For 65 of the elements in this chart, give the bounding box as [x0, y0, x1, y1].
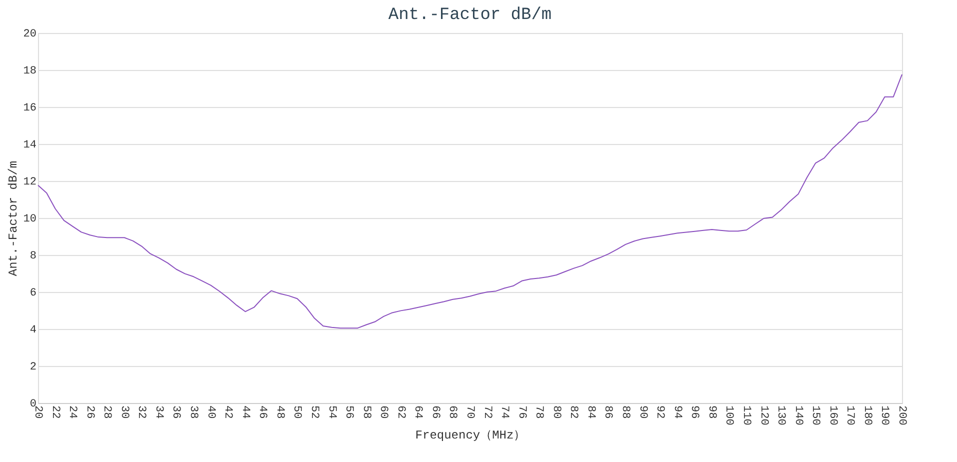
x-tick-label: 78 [532, 406, 545, 419]
x-tick-label: 140 [792, 406, 804, 426]
x-tick-label: 80 [550, 406, 562, 419]
x-tick-label: 92 [654, 406, 666, 419]
x-tick-label: 160 [826, 406, 838, 426]
x-tick-label: 180 [860, 406, 873, 426]
x-tick-label: 62 [394, 406, 406, 419]
y-tick-label: 2 [30, 362, 36, 374]
x-tick-label: 34 [152, 406, 164, 420]
x-tick-label: 94 [670, 406, 683, 420]
x-tick-label: 66 [428, 406, 441, 419]
x-axis-title: Frequency（MHz） [415, 428, 526, 442]
x-tick-label: 48 [273, 406, 286, 419]
x-tick-label: 40 [204, 406, 216, 419]
chart-title: Ant.-Factor dB/m [388, 6, 552, 25]
x-tick-label: 120 [757, 406, 770, 426]
y-tick-label: 10 [23, 214, 36, 226]
y-tick-label: 18 [23, 66, 36, 78]
x-tick-label: 70 [464, 406, 476, 419]
y-tick-label: 14 [23, 140, 37, 152]
x-tick-label: 84 [584, 406, 596, 420]
y-tick-label: 4 [30, 324, 37, 336]
x-tick-label: 50 [290, 406, 303, 419]
x-tick-label: 58 [360, 406, 372, 419]
x-tick-label: 60 [377, 406, 390, 419]
y-axis-title: Ant.-Factor dB/m [6, 160, 20, 276]
x-tick-label: 110 [740, 406, 752, 426]
y-tick-label: 16 [23, 102, 36, 114]
x-tick-label: 90 [636, 406, 648, 419]
x-tick-label: 200 [896, 406, 908, 426]
y-tick-label: 8 [30, 250, 36, 262]
x-tick-label: 98 [705, 406, 718, 419]
x-tick-label: 30 [118, 406, 130, 419]
x-tick-label: 130 [774, 406, 787, 426]
x-tick-label: 74 [498, 406, 510, 420]
y-tick-label: 0 [30, 398, 36, 410]
x-tick-label: 28 [100, 406, 113, 419]
x-tick-label: 32 [135, 406, 148, 419]
x-tick-label: 72 [480, 406, 493, 419]
x-tick-label: 52 [308, 406, 320, 419]
x-tick-label: 54 [325, 406, 338, 420]
line-series [38, 74, 902, 329]
x-tick-label: 190 [878, 406, 890, 426]
x-tick-label: 150 [809, 406, 822, 426]
x-tick-label: 76 [515, 406, 528, 419]
x-tick-label: 86 [602, 406, 614, 419]
x-tick-label: 88 [619, 406, 632, 419]
x-tick-label: 100 [722, 406, 735, 426]
y-tick-label: 20 [23, 28, 36, 40]
y-tick-label: 12 [23, 176, 36, 188]
x-tick-label: 22 [48, 406, 61, 419]
x-tick-label: 56 [342, 406, 355, 419]
x-tick-label: 38 [187, 406, 200, 419]
x-tick-label: 24 [66, 406, 78, 420]
x-tick-label: 68 [446, 406, 458, 419]
x-tick-label: 36 [170, 406, 182, 419]
x-tick-label: 64 [412, 406, 424, 420]
x-tick-label: 170 [844, 406, 856, 426]
x-tick-label: 44 [238, 406, 251, 420]
x-tick-label: 46 [256, 406, 268, 419]
y-tick-label: 6 [30, 288, 36, 300]
x-tick-label: 96 [688, 406, 700, 419]
x-tick-label: 42 [222, 406, 234, 419]
x-tick-label: 82 [567, 406, 580, 419]
x-tick-label: 26 [83, 406, 96, 419]
